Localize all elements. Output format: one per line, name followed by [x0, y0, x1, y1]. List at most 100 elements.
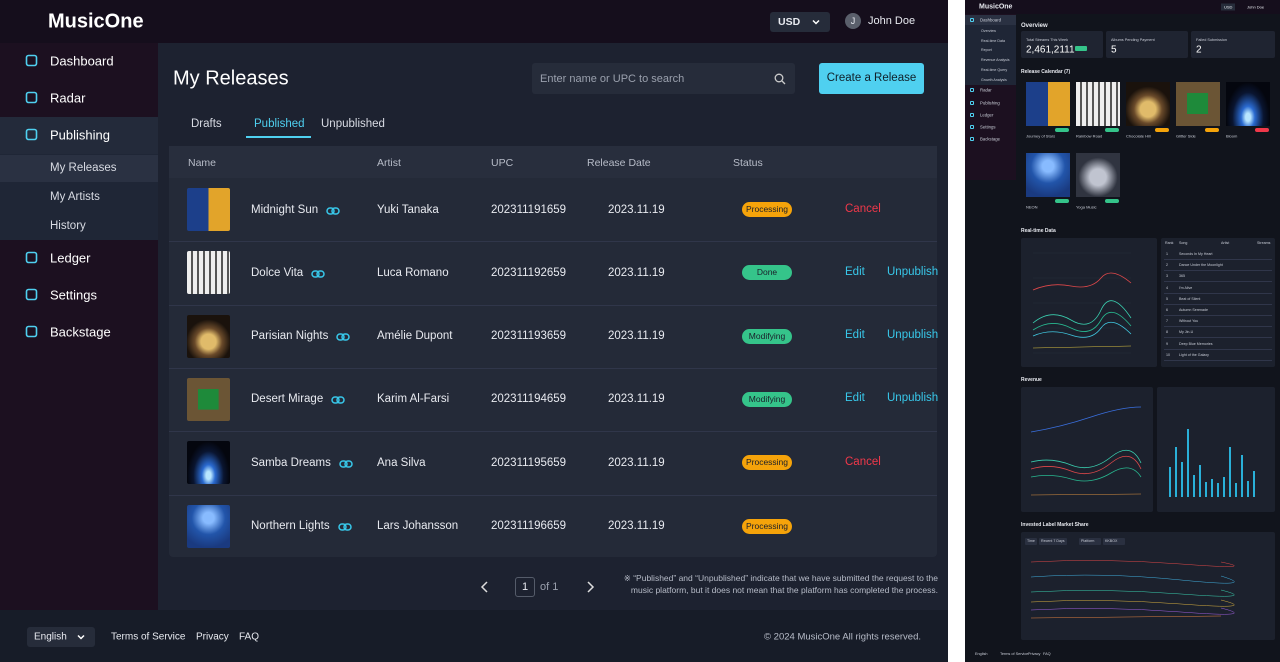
sub-nav-item[interactable]: My Artists [50, 191, 100, 203]
preview-calendar-title: Release Calendar (7) [1021, 69, 1071, 75]
preview-nav-item: Revenue Analysis [981, 58, 1010, 62]
status-badge: Processing [742, 202, 792, 217]
nav-item[interactable]: Backstage [50, 324, 111, 340]
preview-ranking-header: Song [1179, 241, 1188, 245]
nav-item[interactable]: Dashboard [50, 53, 114, 69]
release-name[interactable]: Dolce Vita [251, 266, 304, 279]
artist: Yuki Tanaka [377, 203, 439, 216]
preview-filter[interactable]: Platform [1079, 538, 1101, 545]
link-icon[interactable] [311, 267, 325, 285]
preview-nav-icon [970, 137, 974, 141]
table-header [169, 146, 937, 178]
preview-footer-item: Privacy [1028, 652, 1041, 656]
preview-nav-item: Real-time Query [981, 68, 1008, 72]
table [169, 146, 937, 557]
preview-song: My Jin-U [1179, 330, 1194, 335]
preview-nav-item: Growth Analysis [981, 78, 1007, 82]
preview-filter[interactable]: Time [1025, 538, 1037, 545]
cover [187, 377, 230, 421]
preview-nav-icon [970, 101, 974, 105]
preview-song: I'm Alive [1179, 285, 1193, 290]
preview-overview-title: Overview [1021, 23, 1048, 29]
preview-badge [1055, 128, 1069, 132]
action-link[interactable]: Unpublish [887, 329, 939, 342]
nav-item[interactable]: Radar [50, 90, 86, 106]
link-icon[interactable] [337, 520, 352, 538]
link-icon[interactable] [339, 457, 353, 475]
preview-rank: 7 [1166, 319, 1168, 324]
action-link[interactable]: Unpublish [887, 265, 939, 278]
footer-link[interactable]: Terms of Service [111, 631, 186, 643]
next-page[interactable] [585, 581, 595, 593]
upc: 202311194659 [491, 393, 567, 406]
avatar[interactable]: J [845, 13, 861, 29]
action-link[interactable]: Cancel [845, 455, 881, 468]
release-name[interactable]: Samba Dreams [251, 456, 331, 469]
preview-album-name: Chocolate Hill [1126, 133, 1151, 139]
copyright: © 2024 MusicOne All rights reserved. [764, 631, 921, 643]
preview-line-chart-art [1032, 252, 1132, 354]
currency-select[interactable]: USD [770, 12, 830, 32]
release-name[interactable]: Parisian Nights [251, 330, 329, 343]
logo[interactable]: MusicOne [48, 10, 144, 33]
preview-card-value: 2 [1196, 44, 1202, 56]
preview-revenue-chart [1021, 387, 1153, 512]
preview-song: Deep Blue Memories [1179, 341, 1213, 346]
search-box[interactable]: Enter name or UPC to search [532, 63, 795, 94]
action-link[interactable]: Edit [845, 265, 865, 278]
preview-filter[interactable]: KKBOX [1103, 538, 1125, 545]
link-icon[interactable] [326, 204, 340, 222]
preview-filter[interactable]: Recent 7 Days [1039, 538, 1067, 545]
link-icon[interactable] [331, 393, 345, 411]
footer-link[interactable]: Privacy [196, 631, 229, 643]
nav-item[interactable]: Settings [50, 287, 97, 303]
preview-nav-item: Radar [980, 87, 992, 93]
page-title: My Releases [173, 67, 289, 90]
chevron [812, 19, 820, 25]
nav-icon [25, 91, 38, 104]
create-button[interactable]: Create a Release [819, 63, 924, 94]
release-name[interactable]: Northern Lights [251, 520, 330, 532]
artist: Luca Romano [377, 266, 449, 279]
preview-album-name: Journey of Stars [1026, 133, 1056, 139]
language-select[interactable]: English [27, 627, 95, 647]
preview-nav-item: Report [981, 48, 992, 52]
action-link[interactable]: Unpublish [887, 392, 939, 405]
preview-nav-icon [970, 113, 974, 117]
preview-badge [1055, 199, 1069, 203]
user-name[interactable]: John Doe [868, 15, 916, 27]
preview-nav-item: Backstage [980, 136, 1001, 142]
cover [187, 441, 230, 485]
prev-page[interactable] [480, 581, 490, 593]
preview-cover [1076, 153, 1120, 197]
release-name[interactable]: Desert Mirage [251, 393, 324, 406]
nav-icon [25, 128, 38, 146]
tab[interactable]: Drafts [191, 118, 222, 130]
footer-link[interactable]: FAQ [239, 631, 260, 643]
release-name[interactable]: Midnight Sun [251, 203, 319, 216]
sub-nav-item[interactable]: History [50, 220, 86, 232]
preview-nav-icon [970, 18, 974, 22]
action-link[interactable]: Edit [845, 392, 865, 405]
link-icon[interactable] [336, 330, 351, 348]
tab-active[interactable]: Published [254, 118, 305, 130]
search-placeholder: Enter name or UPC to search [540, 73, 685, 85]
preview-currency: USD [1221, 3, 1236, 11]
row-divider [169, 241, 937, 243]
current-page[interactable]: 1 [515, 577, 535, 597]
preview-footer-item: FAQ [1043, 652, 1051, 656]
action-link[interactable]: Cancel [845, 202, 881, 215]
nav-item[interactable]: Ledger [50, 250, 91, 266]
sub-nav-item[interactable]: My Releases [50, 162, 117, 174]
status-badge: Done [742, 265, 792, 281]
action-link[interactable]: Edit [845, 329, 865, 342]
nav-item[interactable]: Publishing [50, 127, 110, 143]
preview-row-divider [1164, 270, 1272, 271]
artist: Karim Al-Farsi [377, 393, 450, 406]
tab[interactable]: Unpublished [321, 118, 385, 130]
preview-row-divider [1164, 281, 1272, 282]
preview-nav-item: Ledger [980, 112, 994, 118]
nav-icon [25, 288, 38, 301]
preview-nav-item: Settings [980, 124, 996, 130]
column-header: Name [188, 157, 217, 169]
